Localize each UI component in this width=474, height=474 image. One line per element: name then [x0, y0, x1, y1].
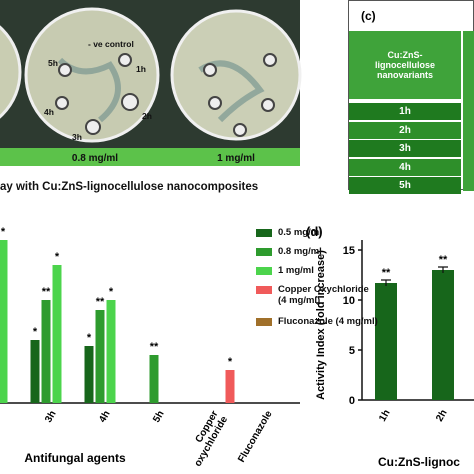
- concentration-label: 0.8 mg/ml: [72, 153, 118, 164]
- wells: [55, 53, 277, 137]
- legend-item: 0.5 mg/ml: [256, 227, 406, 238]
- table-row: 3h: [349, 140, 461, 157]
- panel-label: (d): [306, 224, 323, 239]
- dish-label: 4h: [44, 107, 54, 117]
- bar: [375, 283, 397, 400]
- concentration-strip: [0, 148, 300, 166]
- bar: [432, 270, 454, 400]
- significance-label: **: [150, 341, 159, 353]
- significance-label: *: [33, 326, 38, 338]
- table-column: [463, 31, 474, 191]
- table-row: 4h: [349, 158, 461, 176]
- legend-swatch: [256, 229, 272, 237]
- x-tick-label: 3h: [43, 409, 58, 425]
- x-axis-title: Cu:ZnS-lignoc: [378, 455, 460, 469]
- dish-label: 1h: [136, 64, 146, 74]
- caption: ay with Cu:ZnS-lignocellulose nanocompos…: [0, 181, 258, 193]
- legend-swatch: [256, 286, 272, 294]
- dish: [0, 25, 22, 119]
- legend-swatch: [256, 248, 272, 256]
- fungal-growth: [57, 57, 265, 123]
- error-bar: [438, 266, 448, 273]
- dish-label: - ve control: [88, 39, 134, 49]
- concentration-label: 1 mg/ml: [217, 153, 255, 164]
- significance-label: **: [382, 267, 391, 279]
- error-bar: [381, 279, 391, 286]
- significance-label: **: [96, 296, 105, 308]
- legend-swatch: [256, 318, 272, 326]
- legend-label: 0.5 mg/ml: [278, 227, 322, 238]
- legend-label: Fluconazole (4 mg/ml): [278, 316, 378, 327]
- table-row: 2h: [349, 121, 461, 139]
- panel-label: (c): [361, 9, 376, 23]
- dish-label: 2h: [142, 111, 152, 121]
- significance-label: *: [55, 251, 60, 263]
- bar: [41, 300, 51, 403]
- legend-label: 1 mg/ml: [278, 265, 314, 276]
- bar: [52, 265, 62, 403]
- legend-label: 0.8 mg/ml: [278, 246, 322, 257]
- significance-label: *: [1, 226, 6, 238]
- table-row: 5h: [349, 177, 461, 194]
- y-tick-label: 5: [349, 345, 355, 357]
- significance-label: *: [87, 332, 92, 344]
- significance-label: *: [109, 286, 114, 298]
- dish-label: 3h: [72, 132, 82, 142]
- y-axis-title: Activity Index (fold increase): [315, 250, 327, 400]
- x-tick-label: 2h: [434, 408, 449, 424]
- x-tick-label: 5h: [151, 409, 166, 425]
- significance-label: *: [228, 356, 233, 368]
- legend-item: Fluconazole (4 mg/ml): [256, 316, 406, 327]
- x-tick-label: Fluconazole: [236, 409, 275, 465]
- x-axis-title: Antifungal agents: [24, 451, 126, 465]
- bar: [0, 240, 8, 403]
- bar: [95, 310, 105, 403]
- y-tick-label: 0: [349, 395, 355, 407]
- table-header: Cu:ZnS-lignocellulose nanovariants: [349, 31, 461, 99]
- bar: [225, 370, 235, 403]
- table-row: 1h: [349, 103, 461, 120]
- dish: [170, 9, 302, 141]
- legend-swatch: [256, 267, 272, 275]
- x-tick-label: 4h: [97, 409, 112, 425]
- y-tick-label: 10: [343, 295, 355, 307]
- table-panel: (c) Cu:ZnS-lignocellulose nanovariants 1…: [348, 0, 474, 194]
- x-tick-label: 1h: [377, 408, 392, 424]
- legend-item: 0.8 mg/ml: [256, 246, 406, 257]
- y-tick-label: 15: [343, 245, 355, 257]
- legend-item: 1 mg/ml: [256, 265, 406, 276]
- bar: [84, 346, 94, 403]
- bar: [30, 340, 40, 403]
- bar: [106, 300, 116, 403]
- legend-label: Copper Oxychloride (4 mg/ml): [278, 284, 369, 306]
- x-tick-label: Copperoxychloride: [183, 409, 230, 469]
- legend-item: Copper Oxychloride (4 mg/ml): [256, 284, 406, 306]
- dish-label: 5h: [48, 58, 58, 68]
- significance-label: **: [439, 254, 448, 266]
- significance-label: **: [42, 286, 51, 298]
- bar: [149, 355, 159, 403]
